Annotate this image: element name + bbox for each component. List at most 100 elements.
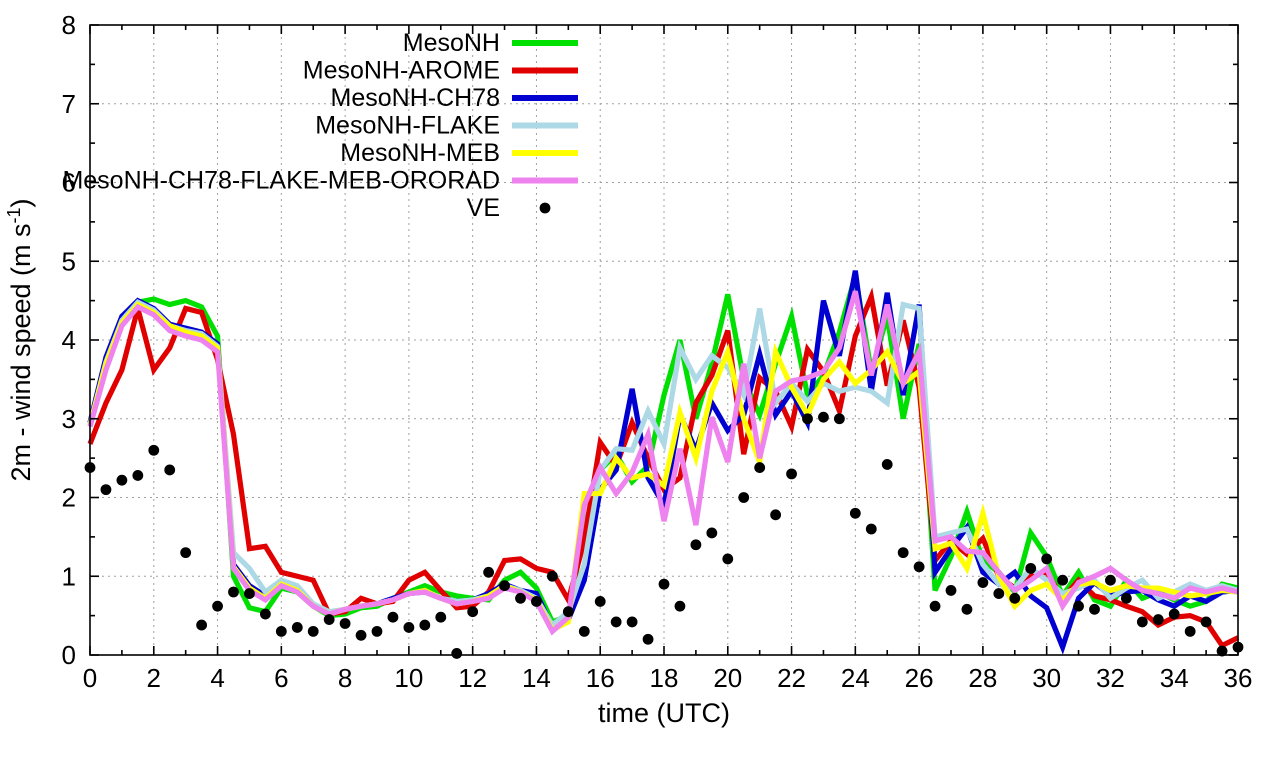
x-tick-label: 22 [777,663,806,693]
scatter-point [594,596,606,607]
x-tick-label: 34 [1160,663,1189,693]
scatter-point [674,600,686,612]
x-tick-label: 26 [905,663,934,693]
y-tick-label: 3 [62,404,76,434]
scatter-point [1073,600,1084,612]
scatter-point [1216,645,1228,657]
scatter-point [467,606,479,618]
scatter-point [116,474,128,486]
scatter-point [722,553,734,565]
scatter-point [1057,574,1069,586]
series-line-5 [87,290,1239,636]
y-tick-label: 4 [62,325,76,355]
scatter-point [626,616,638,628]
y-tick-label: 1 [62,561,76,591]
scatter-point [754,462,766,473]
x-tick-label: 4 [210,663,224,693]
series-line-3 [87,298,1239,630]
x-tick-label: 12 [458,663,487,693]
scatter-point [929,600,941,612]
scatter-point [451,648,463,659]
x-tick-label: 36 [1224,663,1253,693]
y-tick-label: 0 [62,640,76,670]
scatter-point [419,619,431,631]
legend-swatch-scatter [539,202,551,214]
x-tick-label: 10 [394,663,423,693]
scatter-point [323,614,335,625]
scatter-point [196,619,208,631]
scatter-point [499,580,510,592]
y-tick-label: 7 [62,89,76,119]
legend-label-5: MesoNH-CH78-FLAKE-MEB-ORORAD [62,167,500,195]
scatter-point [578,625,590,637]
scatter-point [897,547,909,559]
scatter-point [100,484,112,496]
scatter-point [1200,616,1212,628]
scatter-point [259,608,271,620]
scatter-point [1152,614,1164,625]
x-tick-label: 8 [338,663,352,693]
scatter-point [387,611,399,623]
scatter-point [371,625,383,637]
scatter-point [403,622,415,633]
chart-legend: MesoNHMesoNH-AROMEMesoNH-CH78MesoNH-FLAK… [62,29,578,222]
x-tick-label: 0 [83,663,97,693]
scatter-point [244,588,255,599]
scatter-point [865,523,877,535]
x-tick-label: 24 [841,663,870,693]
x-tick-label: 6 [274,663,288,693]
scatter-point [1105,574,1116,586]
scatter-point [531,596,542,607]
scatter-point [1120,592,1132,604]
legend-label-2: MesoNH-CH78 [331,84,500,112]
scatter-point [961,603,973,615]
scatter-point [132,470,144,481]
scatter-point [833,413,845,425]
scatter-point [1136,616,1148,628]
y-tick-label: 8 [62,10,76,40]
scatter-point [1041,553,1053,565]
scatter-point [307,625,319,637]
scatter-point [355,629,367,641]
scatter-point [483,566,495,578]
x-tick-label: 28 [968,663,997,693]
y-tick-label: 5 [62,246,76,276]
scatter-point [690,539,702,551]
scatter-point [291,622,303,633]
scatter-point [849,507,861,519]
scatter-point [546,570,558,582]
y-tick-label: 6 [62,168,76,198]
x-tick-label: 14 [522,663,551,693]
y-axis-title-text: 2m - wind speed (m s-1) [4,198,36,481]
legend-label-scatter: VE [467,194,500,222]
scatter-point [180,547,192,559]
scatter-point [1009,592,1021,604]
y-axis-title-group: 2m - wind speed (m s-1) [4,198,36,481]
scatter-point [738,492,750,503]
axes [89,24,1239,656]
scatter-point [802,413,813,425]
scatter-point [881,459,893,470]
scatter-point [658,578,670,590]
x-tick-label: 20 [713,663,742,693]
scatter-point [945,585,957,596]
gridlines [90,25,1238,655]
x-tick-label: 2 [147,663,161,693]
scatter-point [818,411,829,423]
scatter-point [1025,562,1037,574]
scatter-point [610,616,622,628]
tick-labels: 0 2 4 6 8 10 12 14 16 18 20 22 24 26 28 30 32 34 360123456… [62,10,1253,693]
legend-label-0: MesoNH [403,29,500,57]
scatter-point [913,561,925,573]
legend-label-1: MesoNH-AROME [303,57,500,85]
scatter-point [515,592,526,604]
scatter-point [977,577,989,588]
scatter-point [1184,625,1196,637]
scatter-point [706,527,718,539]
scatter-point [786,468,797,480]
x-axis-title: time (UTC) [598,698,730,728]
scatter-point [642,633,654,645]
scatter-point [339,618,351,629]
scatter-point [164,464,176,476]
